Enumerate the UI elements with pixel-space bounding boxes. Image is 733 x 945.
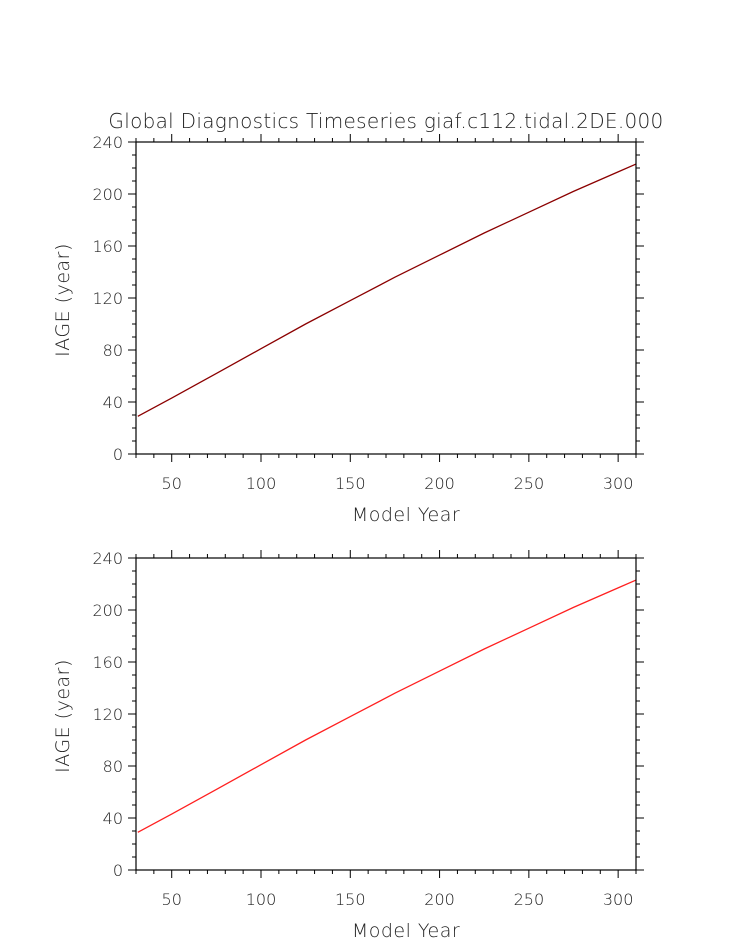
x-axis-label: Model Year <box>352 920 460 942</box>
y-tick-label: 80 <box>103 757 123 776</box>
x-tick-label: 200 <box>424 474 455 493</box>
x-tick-label: 300 <box>603 890 634 909</box>
bottom-plot: 50 100 150 200 250 300 0 40 80 120 160 200 240 Model … <box>52 549 644 942</box>
y-tick-label: 160 <box>92 237 123 256</box>
y-tick-label: 200 <box>92 601 123 620</box>
x-tick-label: 150 <box>335 474 366 493</box>
plot-frame <box>135 141 637 455</box>
x-tick-label: 200 <box>424 890 455 909</box>
x-tick-label: 50 <box>162 474 182 493</box>
top-plot: 50 100 150 200 250 300 0 40 80 120 160 200 240 Model … <box>52 133 644 526</box>
y-tick-label: 120 <box>92 705 123 724</box>
y-tick-label: 0 <box>113 861 123 880</box>
x-tick-label: 50 <box>162 890 182 909</box>
plot-frame <box>135 557 637 871</box>
y-tick-label: 40 <box>103 809 123 828</box>
y-tick-label: 200 <box>92 185 123 204</box>
x-tick-label: 100 <box>246 474 277 493</box>
x-tick-label: 250 <box>514 890 545 909</box>
x-axis-label: Model Year <box>352 504 460 526</box>
y-tick-label: 40 <box>103 393 123 412</box>
x-tick-label: 150 <box>335 890 366 909</box>
y-tick-label: 240 <box>92 549 123 568</box>
y-axis-label: IAGE (year) <box>52 659 74 773</box>
y-axis-label: IAGE (year) <box>52 243 74 357</box>
x-tick-label: 300 <box>603 474 634 493</box>
y-tick-label: 240 <box>92 133 123 152</box>
figure-title: Global Diagnostics Timeseries giaf.c112.… <box>108 109 663 133</box>
x-tick-label: 100 <box>246 890 277 909</box>
series-line-0 <box>137 163 637 417</box>
x-tick-label: 250 <box>514 474 545 493</box>
y-tick-label: 120 <box>92 289 123 308</box>
series-line-0 <box>137 579 637 833</box>
y-tick-label: 0 <box>113 445 123 464</box>
y-tick-label: 80 <box>103 341 123 360</box>
y-tick-label: 160 <box>92 653 123 672</box>
